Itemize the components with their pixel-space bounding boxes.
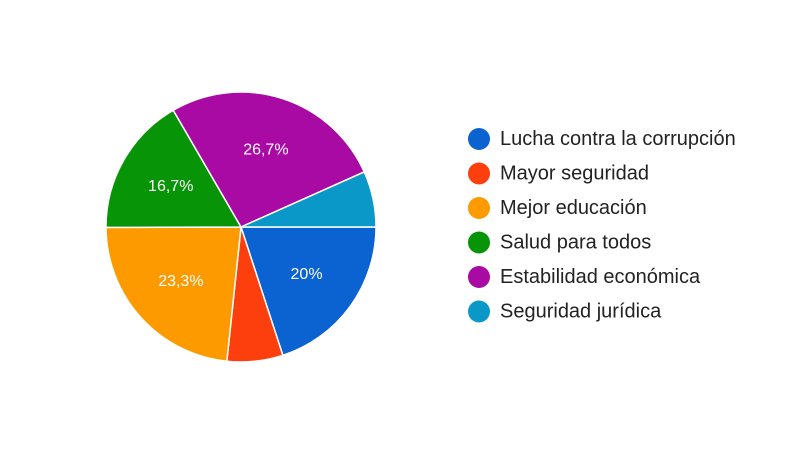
legend-item: Mayor seguridad — [468, 162, 649, 185]
legend-swatch — [468, 197, 490, 219]
pie-slice-5 — [240, 170, 377, 228]
slice-data-label: 20% — [291, 266, 323, 283]
pie-slice-0 — [239, 226, 377, 357]
legend-swatch — [468, 162, 490, 185]
slice-data-label: 23,3% — [158, 273, 203, 290]
legend-label: Mayor seguridad — [500, 163, 649, 185]
slice-data-label: 26,7% — [243, 141, 288, 158]
legend-item: Seguridad jurídica — [468, 300, 662, 323]
slice-data-label: 16,7% — [148, 178, 193, 195]
legend-swatch — [468, 300, 490, 323]
legend-label: Seguridad jurídica — [500, 301, 662, 323]
legend: Lucha contra la corrupción Mayor segurida… — [468, 128, 736, 323]
pie-slice-4 — [172, 91, 366, 228]
legend-item: Salud para todos — [468, 231, 651, 254]
pie-slice-labels: 20% 23,3% 16,7% 26,7% — [148, 141, 323, 289]
legend-label: Mejor educación — [500, 197, 647, 219]
pie-slice-2 — [105, 226, 242, 363]
legend-label: Estabilidad económica — [500, 266, 701, 288]
legend-swatch — [468, 266, 490, 288]
pie-slices — [105, 91, 377, 363]
legend-item: Lucha contra la corrupción — [468, 128, 736, 150]
legend-swatch — [468, 231, 490, 254]
pie-slice-3 — [105, 109, 243, 229]
legend-swatch — [468, 128, 490, 150]
legend-label: Lucha contra la corrupción — [500, 128, 736, 150]
legend-label: Salud para todos — [500, 232, 651, 254]
legend-item: Estabilidad económica — [468, 266, 701, 288]
legend-item: Mejor educación — [468, 197, 647, 219]
